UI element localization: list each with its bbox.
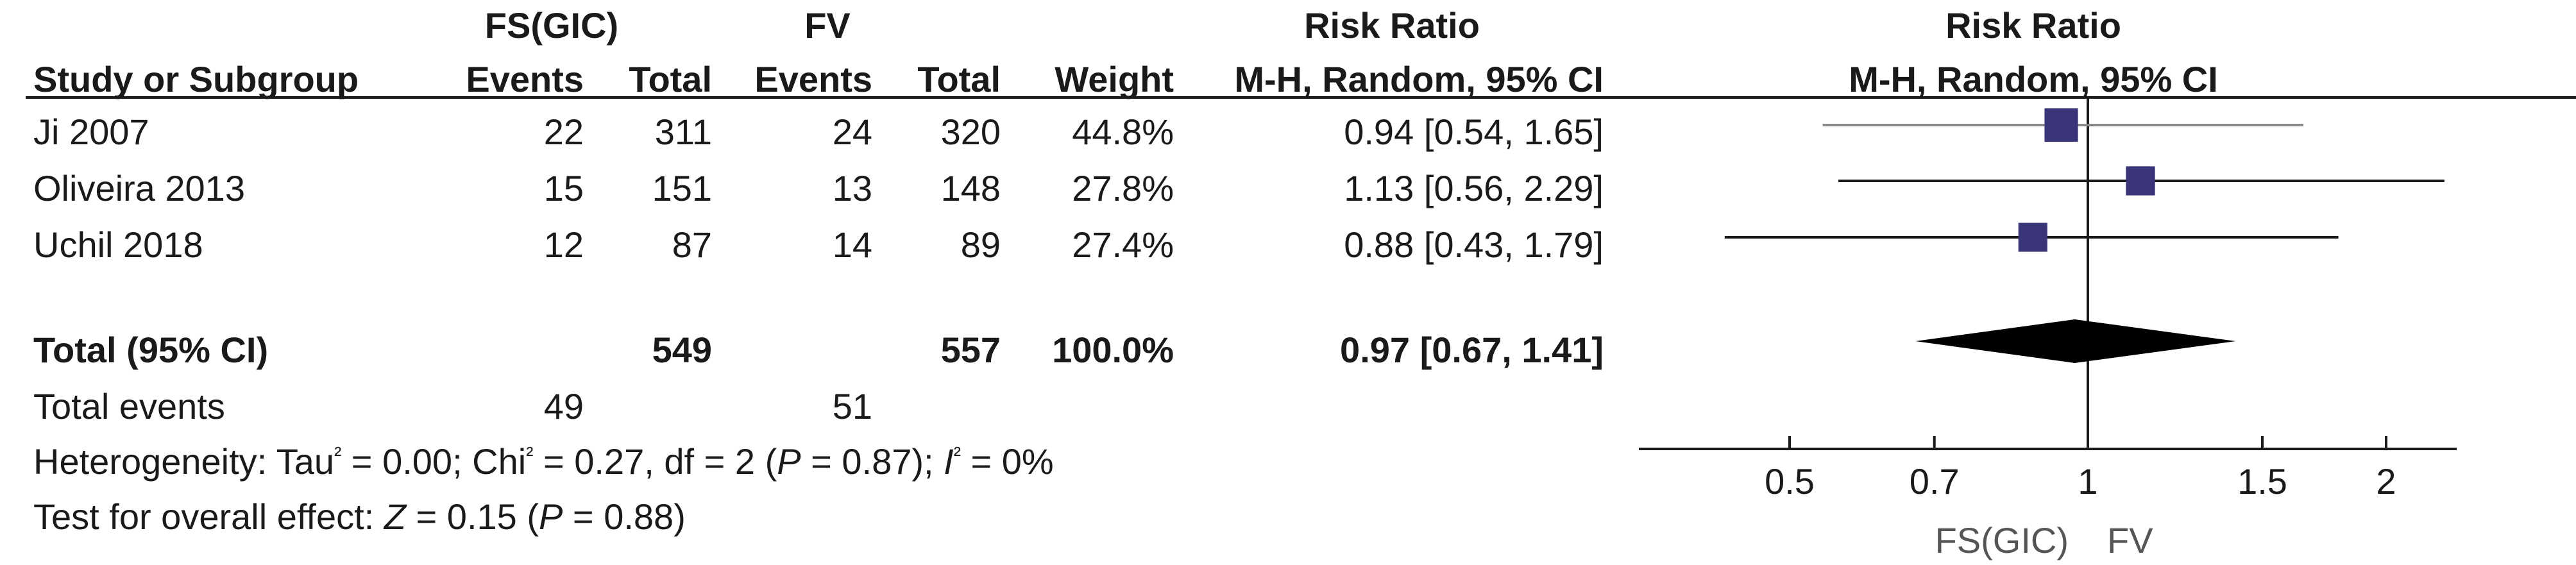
plot-title: Risk Ratio xyxy=(1945,5,2121,46)
header-rule xyxy=(26,96,2576,99)
ci-cell: 0.88 [0.43, 1.79] xyxy=(1344,224,1604,265)
pooled-diamond xyxy=(1915,319,2236,363)
events1-cell: 12 xyxy=(543,224,584,265)
total-label: Total (95% CI) xyxy=(33,330,269,370)
x-tick-label: 2 xyxy=(2376,461,2396,502)
events1-cell: 22 xyxy=(543,112,584,152)
x-tick-label: 1.5 xyxy=(2237,461,2287,502)
total1-column-header: Total xyxy=(629,59,712,99)
events2-column-header: Events xyxy=(754,59,872,99)
events2-cell: 24 xyxy=(832,112,872,152)
point-estimate-marker xyxy=(2018,223,2047,252)
total2-cell: 320 xyxy=(940,112,1001,152)
total1-cell: 87 xyxy=(672,224,712,265)
weight-cell: 27.4% xyxy=(1072,224,1174,265)
x-tick-label: 0.5 xyxy=(1765,461,1815,502)
total2-cell: 89 xyxy=(960,224,1001,265)
weight-cell: 44.8% xyxy=(1072,112,1174,152)
events1-column-header: Events xyxy=(466,59,584,99)
events2-cell: 14 xyxy=(832,224,872,265)
weight-cell: 27.8% xyxy=(1072,168,1174,208)
method-column-header: M-H, Random, 95% CI xyxy=(1234,59,1604,99)
total1-cell: 549 xyxy=(652,330,712,370)
overall-effect-text: Test for overall effect: Z = 0.15 (P = 0… xyxy=(33,496,686,537)
group1-header: FS(GIC) xyxy=(484,5,619,46)
study-name: Ji 2007 xyxy=(33,112,149,152)
weight-column-header: Weight xyxy=(1055,59,1174,99)
x-tick-label: 1 xyxy=(2078,461,2097,502)
study-column-header: Study or Subgroup xyxy=(33,59,359,99)
total2-cell: 557 xyxy=(940,330,1001,370)
point-estimate-marker xyxy=(2126,166,2155,196)
total-events-label: Total events xyxy=(33,386,225,426)
effect-header: Risk Ratio xyxy=(1304,5,1480,46)
group2-header: FV xyxy=(804,5,851,46)
ci-cell: 0.94 [0.54, 1.65] xyxy=(1344,112,1604,152)
favours-left-label: FS(GIC) xyxy=(1935,520,2069,561)
study-name: Oliveira 2013 xyxy=(33,168,245,208)
total1-cell: 151 xyxy=(652,168,712,208)
events2-cell: 13 xyxy=(832,168,872,208)
events1-cell: 15 xyxy=(543,168,584,208)
total1-cell: 311 xyxy=(654,112,712,152)
x-tick-label: 0.7 xyxy=(1910,461,1960,502)
heterogeneity-text: Heterogeneity: Tau² = 0.00; Chi² = 0.27,… xyxy=(33,441,1054,482)
total-ci-cell: 0.97 [0.67, 1.41] xyxy=(1340,330,1604,370)
total2-cell: 148 xyxy=(940,168,1001,208)
total2-column-header: Total xyxy=(917,59,1001,99)
favours-right-label: FV xyxy=(2107,520,2153,561)
point-estimate-marker xyxy=(2044,108,2078,142)
ci-cell: 1.13 [0.56, 2.29] xyxy=(1344,168,1604,208)
study-name: Uchil 2018 xyxy=(33,224,203,265)
total-weight-cell: 100.0% xyxy=(1052,330,1174,370)
total-events2-cell: 51 xyxy=(832,386,872,426)
plot-method-header: M-H, Random, 95% CI xyxy=(1849,59,2218,99)
total-events1-cell: 49 xyxy=(543,386,584,426)
